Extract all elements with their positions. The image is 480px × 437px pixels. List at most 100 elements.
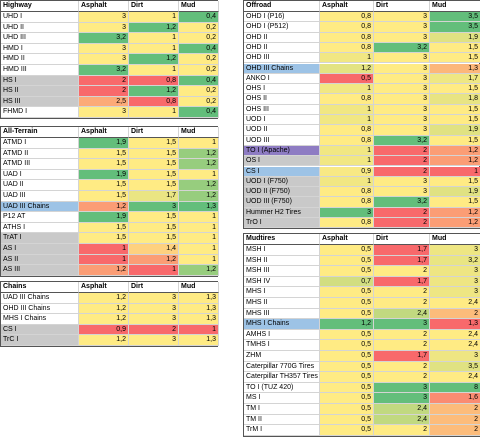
- value-cell: 0,8: [320, 94, 374, 105]
- value-cell: 1,2: [179, 159, 219, 170]
- value-cell: 2: [129, 324, 179, 336]
- row-name: HMD I: [1, 43, 79, 55]
- row-name: MHS I Chains: [1, 314, 79, 325]
- row-name: MSH III: [244, 266, 320, 277]
- value-cell: 0,8: [320, 12, 374, 23]
- row-name: FHMD I: [1, 107, 79, 118]
- value-cell: 1,5: [129, 233, 179, 244]
- value-cell: 3: [430, 287, 480, 298]
- value-cell: 1,6: [430, 393, 480, 404]
- column-header: Asphalt: [79, 1, 129, 12]
- value-cell: 1,5: [129, 180, 179, 191]
- value-cell: 3,2: [79, 65, 129, 76]
- value-cell: 0,8: [320, 135, 374, 146]
- row-name: UAD III: [1, 191, 79, 202]
- value-cell: 0,5: [320, 361, 374, 373]
- value-cell: 1: [320, 115, 374, 126]
- row-name: AS III: [1, 265, 79, 276]
- value-cell: 0,8: [320, 218, 374, 229]
- value-cell: 1: [179, 212, 219, 223]
- row-name: MS I: [244, 393, 320, 404]
- value-cell: 1: [129, 265, 179, 276]
- row-name: TM I: [244, 404, 320, 415]
- value-cell: 3,2: [79, 33, 129, 44]
- value-cell: 1: [179, 138, 219, 149]
- value-cell: 2: [430, 404, 480, 415]
- value-cell: 3,2: [430, 255, 480, 267]
- value-cell: 2,5: [79, 96, 129, 108]
- value-cell: 1,5: [79, 148, 129, 160]
- value-cell: 3: [129, 314, 179, 325]
- value-cell: 0,8: [320, 187, 374, 198]
- value-cell: 0,2: [179, 96, 219, 108]
- value-cell: 1,7: [374, 351, 430, 362]
- value-cell: 1: [320, 145, 374, 157]
- value-cell: 1,5: [430, 84, 480, 95]
- row-name: OHD III: [244, 53, 320, 64]
- value-cell: 3: [374, 319, 430, 330]
- value-cell: 3: [374, 94, 430, 105]
- value-cell: 1,2: [320, 63, 374, 74]
- value-cell: 2,4: [430, 340, 480, 351]
- value-cell: 2: [430, 308, 480, 320]
- value-cell: 1,2: [79, 335, 129, 346]
- value-cell: 1,5: [79, 191, 129, 202]
- value-cell: 1,2: [129, 54, 179, 65]
- row-name: TMHS I: [244, 340, 320, 351]
- value-cell: 3,5: [430, 12, 480, 23]
- column-header: Asphalt: [320, 234, 374, 245]
- value-cell: 1: [430, 166, 480, 177]
- row-name: OHD I (P16): [244, 12, 320, 23]
- value-cell: 0,5: [320, 340, 374, 351]
- column-header: Asphalt: [79, 127, 129, 138]
- value-cell: 1,5: [129, 138, 179, 149]
- value-cell: 3: [79, 54, 129, 65]
- row-name: CS I: [1, 324, 79, 336]
- row-name: CS I: [244, 166, 320, 177]
- row-name: OHD I (P512): [244, 22, 320, 33]
- row-name: TO I (TUZ 420): [244, 382, 320, 394]
- value-cell: 0,5: [320, 404, 374, 415]
- value-cell: 1: [320, 84, 374, 95]
- row-name: OHD III Chains: [1, 303, 79, 315]
- value-cell: 2,4: [374, 414, 430, 426]
- value-cell: 1,2: [179, 265, 219, 276]
- value-cell: 2: [374, 207, 430, 218]
- value-cell: 1,9: [430, 32, 480, 43]
- value-cell: 1,2: [430, 145, 480, 157]
- value-cell: 3,2: [374, 42, 430, 54]
- value-cell: 2,4: [374, 404, 430, 415]
- value-cell: 2: [374, 329, 430, 341]
- value-cell: 2: [374, 372, 430, 383]
- value-cell: 1,2: [129, 86, 179, 97]
- value-cell: 0,5: [320, 351, 374, 362]
- value-cell: 1,3: [179, 201, 219, 213]
- row-name: UOD I (F750): [244, 176, 320, 188]
- value-cell: 0,5: [320, 393, 374, 404]
- value-cell: 2: [374, 266, 430, 277]
- value-cell: 0,8: [320, 22, 374, 33]
- value-cell: 1,5: [430, 104, 480, 115]
- row-name: TM II: [244, 414, 320, 426]
- value-cell: 1,2: [129, 22, 179, 34]
- column-header: Mud: [179, 1, 219, 12]
- value-cell: 1,5: [430, 53, 480, 64]
- row-name: UHD I: [1, 12, 79, 23]
- value-cell: 1: [129, 65, 179, 76]
- value-cell: 0,8: [320, 197, 374, 208]
- row-name: AMHS I: [244, 329, 320, 341]
- column-header: Asphalt: [79, 282, 129, 293]
- row-name: P12 AT: [1, 212, 79, 223]
- value-cell: 3: [129, 335, 179, 346]
- value-cell: 0,4: [179, 107, 219, 118]
- value-cell: 0,5: [320, 382, 374, 394]
- row-name: MHS II: [244, 298, 320, 309]
- value-cell: 1: [129, 107, 179, 118]
- table-title: Offroad: [244, 1, 320, 12]
- row-name: MSH II: [244, 255, 320, 267]
- row-name: OHD II: [244, 42, 320, 54]
- row-name: MHS I Chains: [244, 319, 320, 330]
- value-cell: 0,5: [320, 372, 374, 383]
- value-cell: 1,3: [179, 335, 219, 346]
- row-name: UHD III: [1, 33, 79, 44]
